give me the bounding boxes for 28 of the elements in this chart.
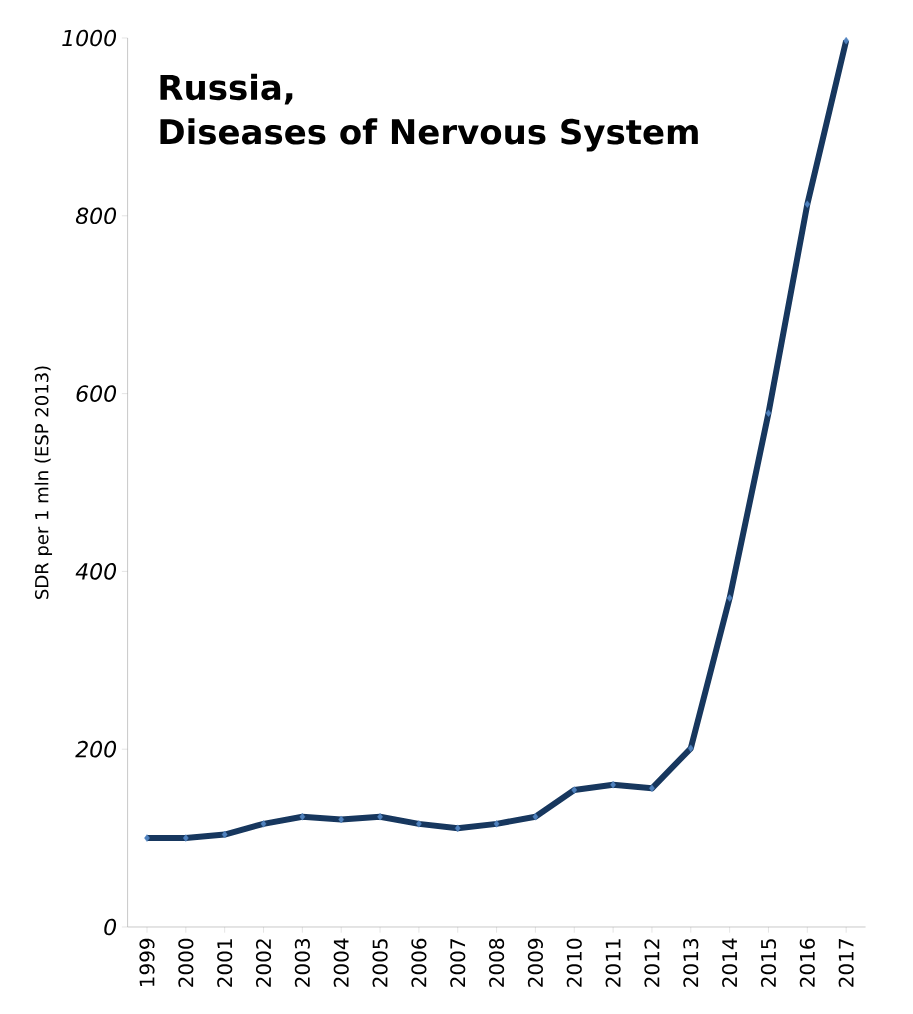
text: Russia, (160, 73, 293, 105)
x-tick-label: 2012 (644, 939, 660, 987)
x-tick-label: 2005 (372, 939, 388, 987)
x-tick-label: 2002 (255, 939, 272, 987)
y-tick-label: 400 (75, 563, 117, 580)
x-tick-label: 2006 (411, 938, 427, 987)
x-tick-label: 2010 (566, 938, 582, 987)
x-tick-label: 2016 (799, 938, 815, 987)
x-tick-label: 2000 (178, 938, 194, 987)
x-tick-label: 2014 (722, 938, 738, 987)
x-tick-label: 2009 (527, 938, 543, 987)
x-tick-label: 2001 (217, 939, 233, 987)
x-tick-label: 2013 (683, 939, 699, 987)
y-tick-label: 200 (75, 740, 117, 758)
x-tick-label: 2011 (605, 939, 621, 987)
x-tick-label: 2004 (333, 938, 349, 987)
x-tick-label: 2015 (760, 939, 777, 987)
x-tick-label: 2003 (294, 939, 310, 987)
y-axis-title: SDR per 1 mln (ESP 2013) (34, 366, 53, 599)
y-tick-label: 0 (104, 918, 117, 936)
text: Diseases of Nervous System (160, 118, 698, 152)
x-tick-label: 1999 (139, 938, 155, 987)
x-tick-label: 2008 (489, 938, 505, 987)
y-tick-label: 600 (76, 385, 117, 402)
y-tick-label: 800 (75, 207, 117, 225)
x-tick-label: 2007 (450, 939, 466, 987)
y-tick-label: 1000 (62, 29, 117, 47)
x-tick-label: 2017 (838, 939, 854, 987)
